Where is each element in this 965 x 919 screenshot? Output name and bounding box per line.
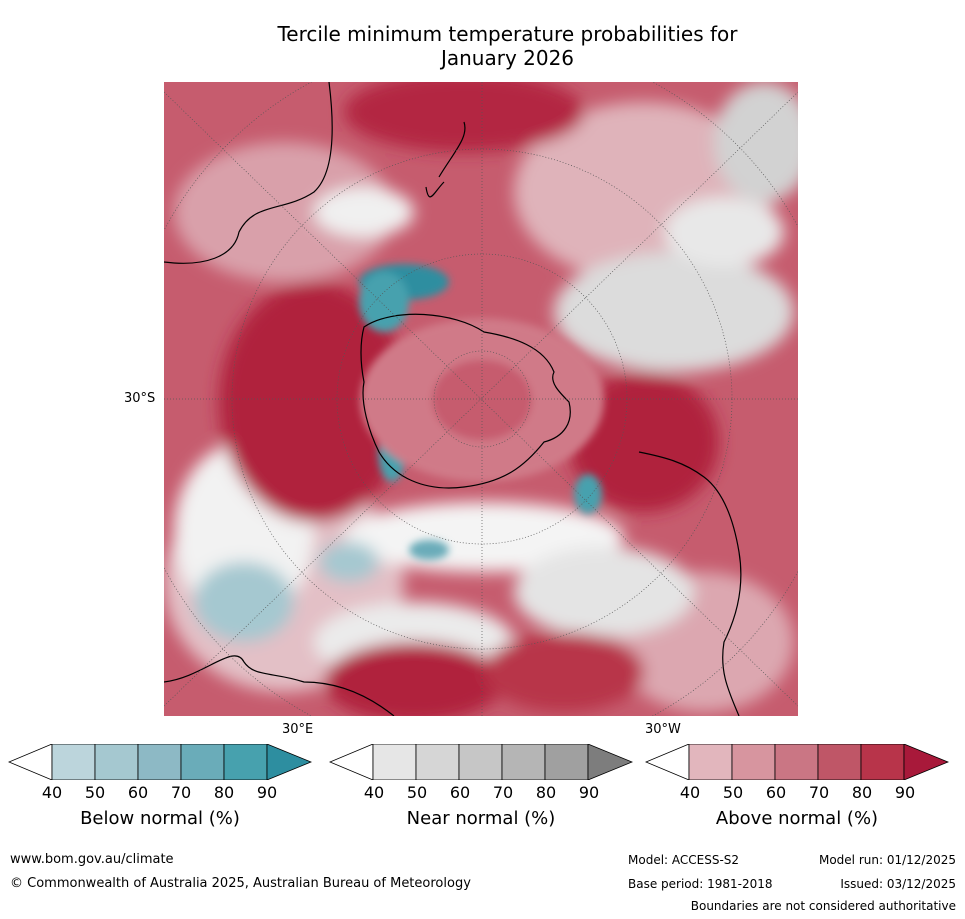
colorbar-segment bbox=[180, 743, 225, 781]
colorbar-tick-label: 90 bbox=[256, 783, 278, 802]
region-below-normal bbox=[319, 542, 379, 582]
colorbar-tick-label: 80 bbox=[213, 783, 235, 802]
colorbar-tick-label: 90 bbox=[894, 783, 916, 802]
colorbar-above-svg bbox=[644, 743, 950, 781]
region-below-normal bbox=[194, 562, 294, 642]
colorbar-tick-label: 60 bbox=[449, 783, 471, 802]
colorbar-tick-label: 40 bbox=[363, 783, 385, 802]
colorbar-segment bbox=[688, 743, 733, 781]
colorbar-segment bbox=[51, 743, 96, 781]
lat-label-30s: 30°S bbox=[124, 391, 156, 406]
lon-label-30e: 30°E bbox=[282, 722, 314, 737]
region-near-normal bbox=[314, 187, 414, 237]
colorbar-segment bbox=[137, 743, 182, 781]
colorbar-tick-label: 40 bbox=[679, 783, 701, 802]
colorbar-segment bbox=[458, 743, 503, 781]
footer-copyright: © Commonwealth of Australia 2025, Austra… bbox=[10, 876, 471, 891]
colorbar-tick-label: 70 bbox=[170, 783, 192, 802]
colorbar-segment bbox=[817, 743, 862, 781]
colorbar-extend-low bbox=[328, 743, 374, 781]
colorbar-tick-label: 90 bbox=[578, 783, 600, 802]
colorbar-extend-low bbox=[644, 743, 690, 781]
colorbar-tick-label: 80 bbox=[851, 783, 873, 802]
colorbar-tick-label: 50 bbox=[84, 783, 106, 802]
region-above-80 bbox=[484, 632, 644, 712]
footer-issued: Issued: 03/12/2025 bbox=[840, 877, 956, 891]
region-above-90 bbox=[569, 372, 719, 512]
colorbar-near-svg bbox=[328, 743, 634, 781]
colorbar-below-svg bbox=[7, 743, 313, 781]
region-below-80 bbox=[574, 474, 602, 514]
footer-base-period: Base period: 1981-2018 bbox=[628, 877, 773, 891]
coastlines bbox=[163, 81, 742, 717]
colorbar-segment bbox=[415, 743, 460, 781]
chart-title: Tercile minimum temperature probabilitie… bbox=[165, 22, 850, 70]
probability-map bbox=[121, 38, 843, 760]
colorbar-tick-label: 50 bbox=[406, 783, 428, 802]
lon-label-30w: 30°W bbox=[645, 722, 681, 737]
region-below-80 bbox=[359, 272, 409, 332]
region-near-normal bbox=[714, 82, 814, 202]
colorbar-below-label: Below normal (%) bbox=[80, 808, 240, 829]
colorbar-above-normal bbox=[644, 743, 950, 784]
colorbar-tick-label: 70 bbox=[492, 783, 514, 802]
colorbar-below-normal bbox=[7, 743, 313, 784]
colorbar-segment bbox=[774, 743, 819, 781]
colorbar-near-normal bbox=[328, 743, 634, 784]
colorbar-tick-label: 80 bbox=[535, 783, 557, 802]
colorbar-extend-high bbox=[587, 743, 634, 781]
colorbar-tick-label: 40 bbox=[41, 783, 63, 802]
colorbar-near-label: Near normal (%) bbox=[406, 808, 556, 829]
colorbar-tick-label: 50 bbox=[722, 783, 744, 802]
map-svg bbox=[121, 38, 843, 760]
region-light-pink bbox=[174, 142, 394, 282]
region-below-70 bbox=[409, 540, 449, 560]
region-above-90 bbox=[344, 72, 584, 152]
colorbar-segment bbox=[544, 743, 589, 781]
footer-disclaimer: Boundaries are not considered authoritat… bbox=[690, 899, 956, 913]
footer-model-run: Model run: 01/12/2025 bbox=[818, 853, 956, 867]
colorbar-segment bbox=[501, 743, 546, 781]
colorbar-segment bbox=[731, 743, 776, 781]
colorbar-tick-label: 60 bbox=[765, 783, 787, 802]
colorbar-tick-label: 70 bbox=[808, 783, 830, 802]
footer-website[interactable]: www.bom.gov.au/climate bbox=[10, 852, 174, 867]
region-near-normal bbox=[554, 252, 794, 372]
colorbar-tick-label: 60 bbox=[127, 783, 149, 802]
colorbar-extend-high bbox=[266, 743, 313, 781]
region-above-90 bbox=[324, 642, 504, 722]
colorbar-segment bbox=[223, 743, 268, 781]
colorbar-segment bbox=[860, 743, 905, 781]
colorbar-segment bbox=[372, 743, 417, 781]
title-line-1: Tercile minimum temperature probabilitie… bbox=[277, 22, 738, 46]
colorbar-extend-high bbox=[903, 743, 950, 781]
colorbar-extend-low bbox=[7, 743, 53, 781]
footer-model: Model: ACCESS-S2 bbox=[628, 853, 740, 867]
region-near-normal bbox=[664, 197, 784, 267]
colorbar-above-label: Above normal (%) bbox=[715, 808, 879, 829]
title-line-2: January 2026 bbox=[440, 46, 575, 70]
colorbar-segment bbox=[94, 743, 139, 781]
region-near-normal bbox=[514, 547, 694, 637]
